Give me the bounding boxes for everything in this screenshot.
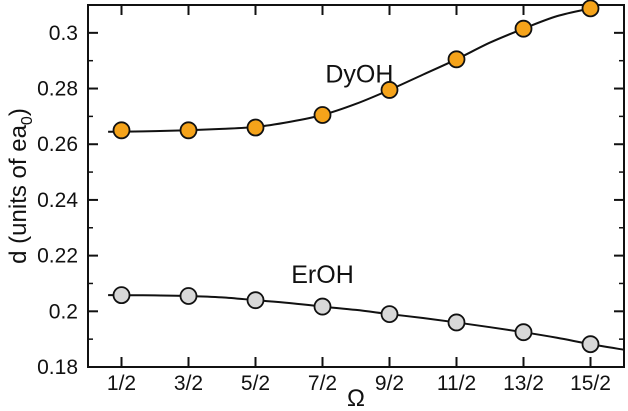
x-tick-label: 15/2 [570, 372, 611, 395]
y-tick-label: 0.24 [37, 189, 78, 212]
x-tick-label: 1/2 [107, 372, 136, 395]
y-axis-title-close: ) [5, 108, 32, 116]
plot-area [87, 4, 625, 368]
fit-curves [108, 7, 625, 351]
x-tick-label: 9/2 [375, 372, 404, 395]
x-axis-title: Ω [347, 385, 365, 411]
x-tick-label: 3/2 [174, 372, 203, 395]
data-point-ErOH [313, 297, 332, 316]
data-point-DyOH [179, 121, 198, 140]
data-point-ErOH [179, 287, 198, 305]
fit-curve-DyOH [108, 7, 591, 133]
data-points [112, 0, 600, 354]
y-axis-title: d (units of ea0) [5, 108, 36, 264]
data-point-ErOH [246, 291, 265, 310]
y-tick-label: 0.22 [37, 245, 78, 268]
y-tick-label: 0.3 [49, 22, 78, 45]
data-point-ErOH [447, 313, 466, 332]
x-tick-label: 11/2 [437, 372, 476, 395]
data-point-ErOH [514, 323, 533, 342]
series-label-ErOH: ErOH [291, 261, 354, 289]
data-point-ErOH [581, 335, 600, 354]
y-tick-label: 0.26 [37, 133, 78, 156]
y-axis-title-main: d (units of ea [5, 124, 32, 263]
data-point-DyOH [313, 106, 332, 124]
data-point-ErOH [112, 286, 131, 305]
ticks: 0.18 0.2 0.22 0.24 0.26 0.28 0.3 1/2 3/2 5/2 7/2 9/… [37, 5, 624, 395]
data-point-ErOH [380, 305, 399, 323]
data-point-DyOH [380, 81, 399, 99]
series-label-DyOH: DyOH [325, 60, 393, 88]
x-tick-label: 5/2 [241, 372, 270, 395]
x-tick-label: 7/2 [308, 372, 337, 395]
fit-curve-ErOH [108, 294, 625, 351]
data-point-DyOH [112, 121, 131, 140]
x-tick-label: 13/2 [503, 372, 544, 395]
data-point-DyOH [581, 0, 600, 18]
y-axis-title-subscript: 0 [19, 116, 36, 125]
data-point-DyOH [246, 118, 265, 137]
data-point-DyOH [514, 19, 533, 38]
y-tick-label: 0.2 [49, 300, 78, 323]
y-tick-label: 0.28 [37, 78, 78, 101]
labels: DyOH ErOH [291, 60, 393, 288]
y-tick-label: 0.18 [37, 356, 78, 379]
plot-frame [87, 4, 625, 368]
data-point-DyOH [447, 50, 466, 69]
